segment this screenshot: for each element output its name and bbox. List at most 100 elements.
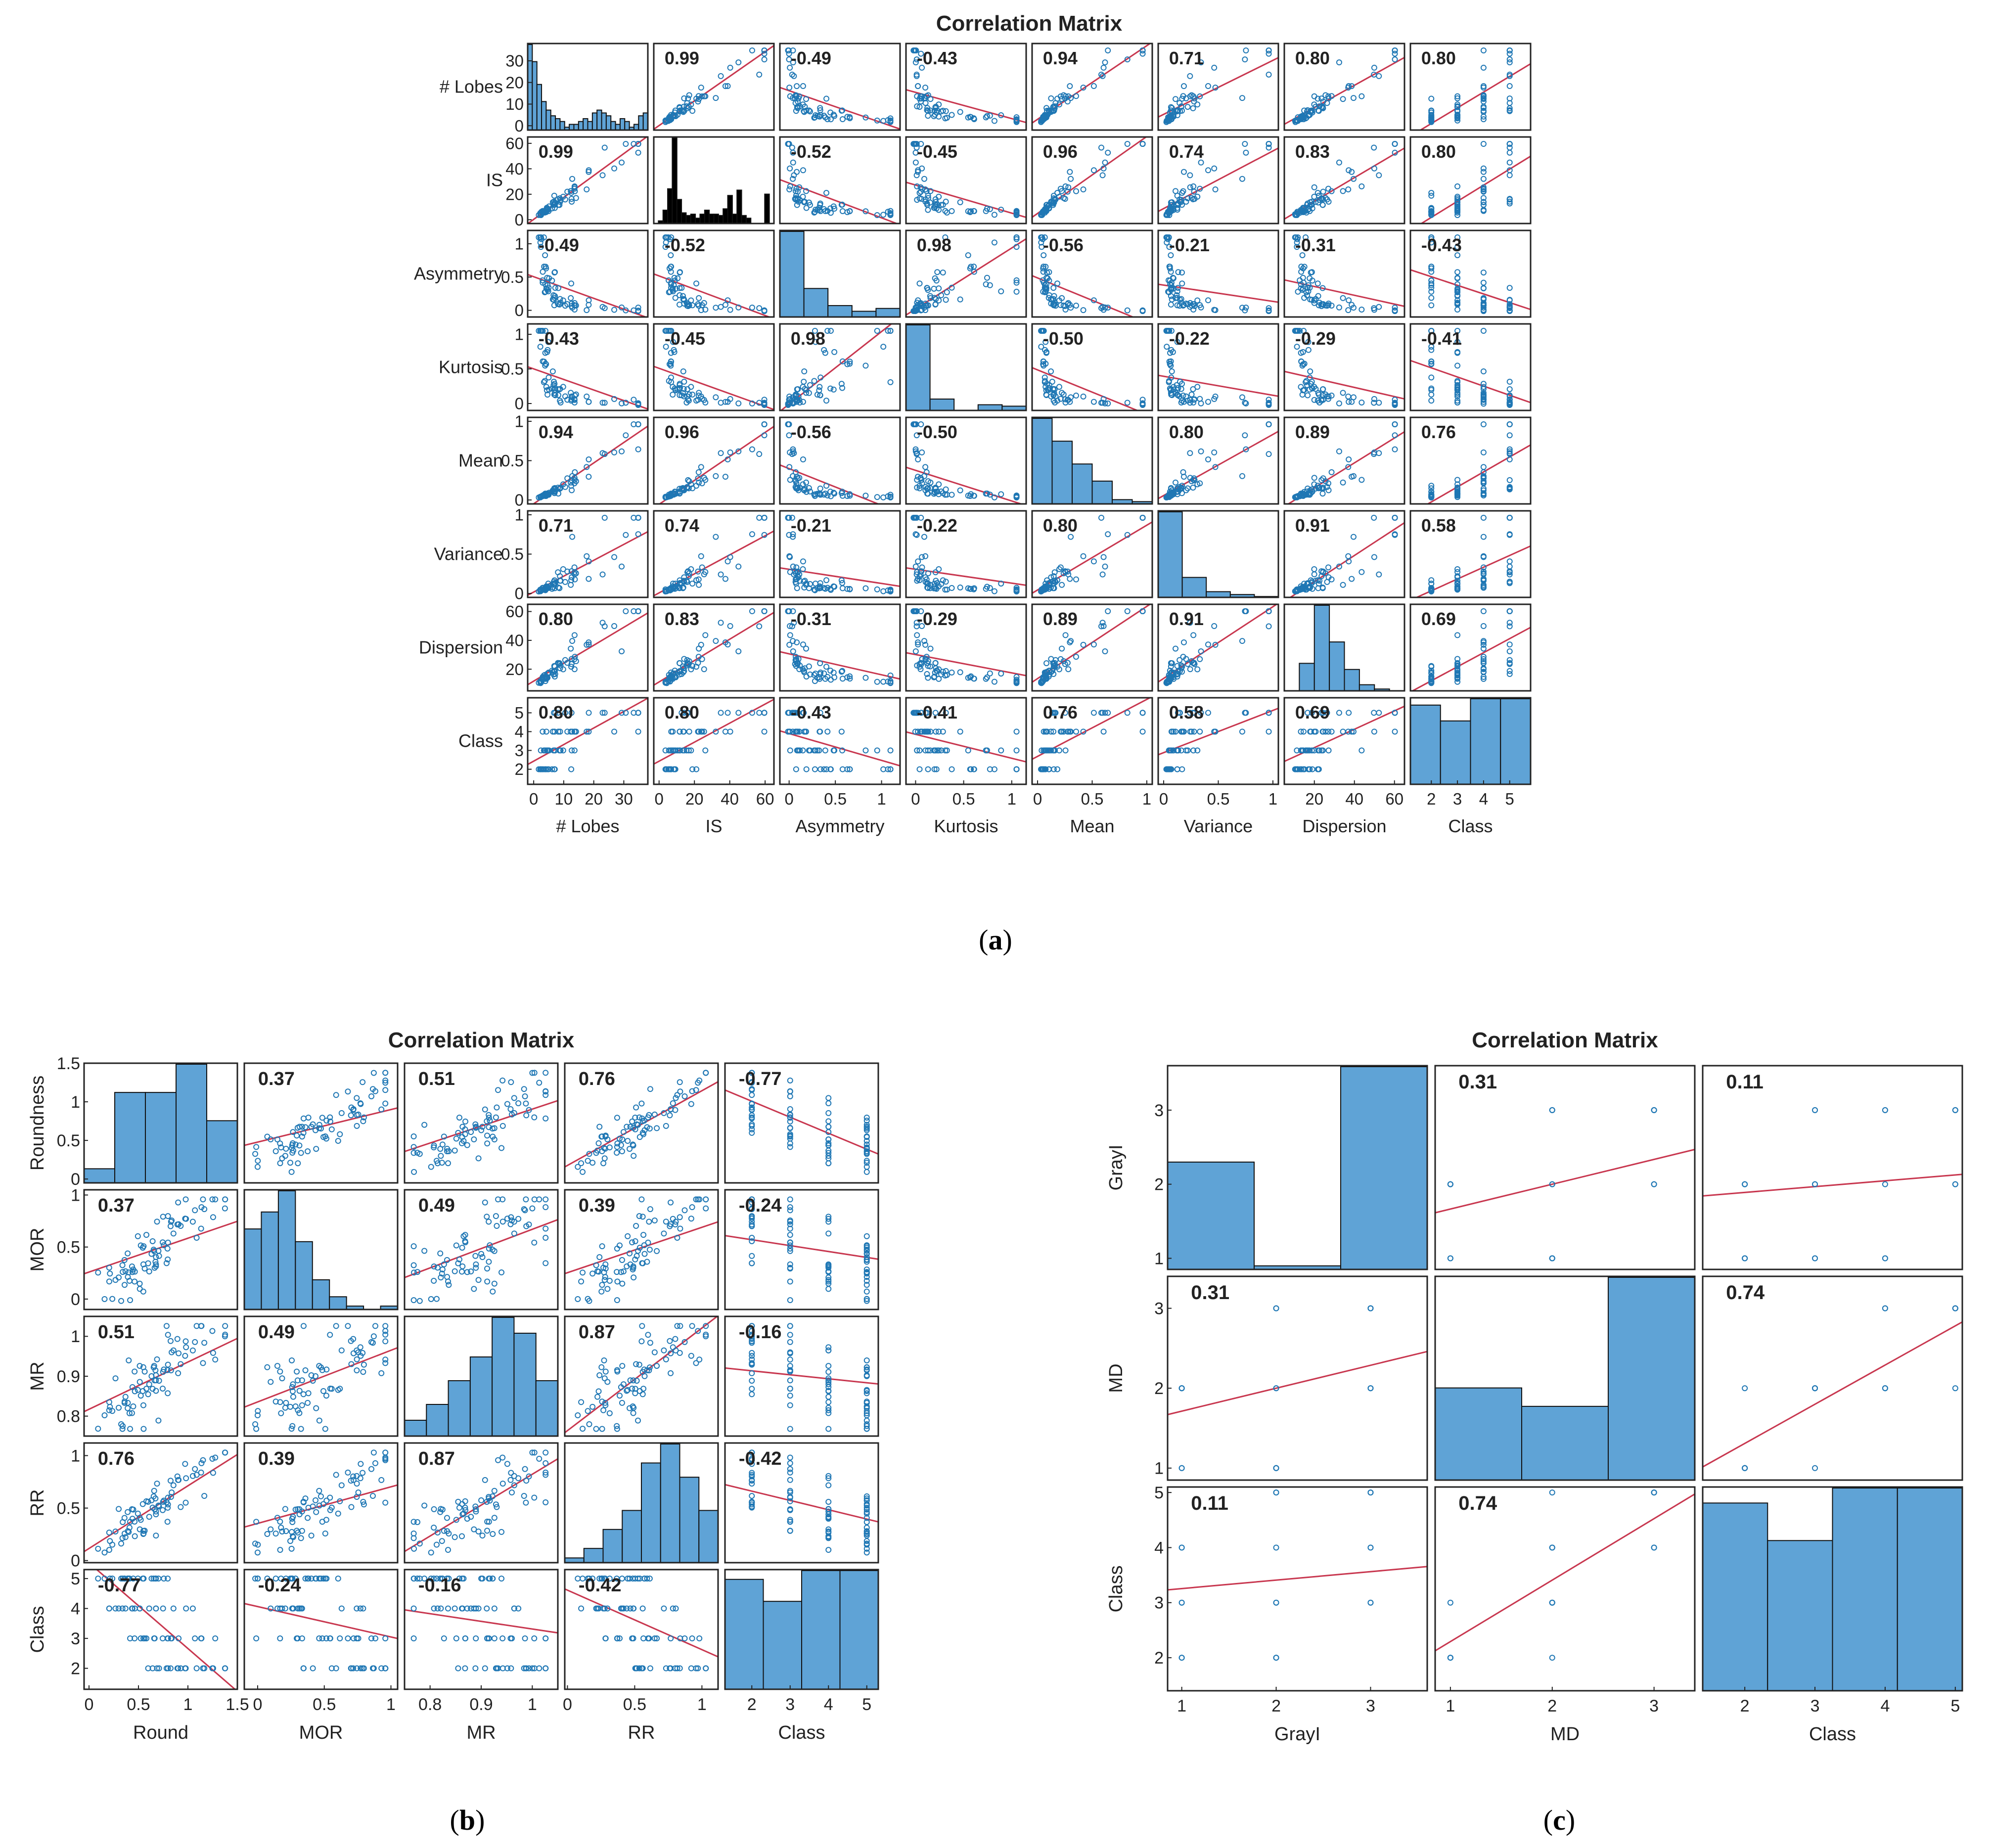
cell-a-1-5: 0.74 <box>1157 136 1279 225</box>
data-point <box>1506 100 1513 106</box>
data-point <box>1183 747 1189 754</box>
data-point <box>1139 141 1146 147</box>
correlation-label: 0.83 <box>1295 141 1330 162</box>
data-point <box>1178 728 1184 735</box>
data-point <box>1480 96 1487 102</box>
data-point <box>611 165 618 172</box>
data-point <box>722 474 728 480</box>
data-point <box>787 1125 793 1131</box>
data-point <box>601 400 608 406</box>
data-point <box>455 1260 461 1266</box>
histogram-bar <box>736 189 742 224</box>
data-point <box>919 449 925 455</box>
data-point <box>1315 585 1321 591</box>
panel-frame <box>779 323 901 411</box>
x-tick-label: 60 <box>1385 790 1403 808</box>
data-point <box>688 747 694 754</box>
data-point <box>1139 710 1146 716</box>
correlation-label: -0.56 <box>791 422 831 442</box>
data-point <box>968 208 974 215</box>
data-point <box>839 385 846 391</box>
data-point <box>305 1114 312 1121</box>
data-point <box>1307 368 1313 375</box>
data-point <box>629 1239 635 1246</box>
data-point <box>825 1160 832 1167</box>
data-point <box>1169 669 1175 676</box>
data-point <box>931 766 938 772</box>
data-point <box>542 493 548 499</box>
histogram-bar <box>176 1064 207 1183</box>
correlation-label: 0.74 <box>1169 141 1204 162</box>
data-point <box>531 1239 538 1246</box>
data-point <box>1295 766 1301 772</box>
correlation-label: 0.89 <box>1043 609 1078 629</box>
data-point <box>863 1134 870 1140</box>
data-point <box>668 252 674 259</box>
regression-line <box>654 365 774 410</box>
data-point <box>695 93 702 99</box>
data-point <box>557 399 564 406</box>
data-point <box>695 568 701 575</box>
data-point <box>1428 328 1435 334</box>
data-point <box>531 1114 538 1121</box>
data-point <box>1163 766 1170 772</box>
panel-frame <box>779 510 901 598</box>
data-point <box>1038 344 1044 350</box>
regression-line <box>405 1218 558 1279</box>
data-point <box>1184 195 1191 201</box>
data-point <box>1167 265 1173 271</box>
data-point <box>1064 188 1071 195</box>
data-point <box>572 392 578 399</box>
data-point <box>462 1131 468 1137</box>
histogram-bar <box>727 195 733 224</box>
data-point <box>672 295 679 301</box>
data-point <box>1038 588 1044 595</box>
data-point <box>1212 393 1219 400</box>
data-point <box>699 564 705 571</box>
data-point <box>1480 397 1487 403</box>
data-point <box>1177 668 1183 674</box>
data-point <box>568 766 575 772</box>
data-point <box>1454 95 1461 101</box>
data-point <box>1428 679 1435 686</box>
data-point <box>735 563 742 570</box>
data-point <box>543 1070 549 1076</box>
data-point <box>354 1095 360 1101</box>
regression-line <box>1158 147 1278 213</box>
data-point <box>1312 485 1319 492</box>
data-point <box>663 344 669 350</box>
data-point <box>915 728 921 735</box>
data-point <box>1480 641 1487 648</box>
data-point <box>1303 289 1310 295</box>
data-point <box>1371 451 1377 457</box>
data-point <box>255 1158 261 1164</box>
data-point <box>862 362 869 369</box>
data-point <box>1506 297 1513 303</box>
data-point <box>630 1141 636 1148</box>
data-point <box>541 379 547 385</box>
data-point <box>880 344 887 350</box>
data-point <box>1480 64 1487 71</box>
data-point <box>602 1133 609 1140</box>
data-point <box>790 176 796 182</box>
data-point <box>927 582 934 588</box>
panel-frame <box>83 1189 238 1310</box>
data-point <box>1376 571 1382 578</box>
data-point <box>1013 679 1020 686</box>
panel-frame <box>1031 229 1153 318</box>
data-point <box>1169 296 1175 303</box>
data-point <box>564 568 571 575</box>
data-point <box>1350 176 1357 182</box>
data-point <box>121 1282 128 1288</box>
data-point <box>487 1118 493 1124</box>
data-point <box>369 1086 376 1092</box>
panel-frame <box>779 603 901 692</box>
data-point <box>800 83 806 90</box>
data-point <box>1340 96 1346 102</box>
data-point <box>1180 188 1186 194</box>
data-point <box>627 1261 634 1267</box>
data-point <box>1073 93 1079 99</box>
data-point <box>252 1151 259 1157</box>
